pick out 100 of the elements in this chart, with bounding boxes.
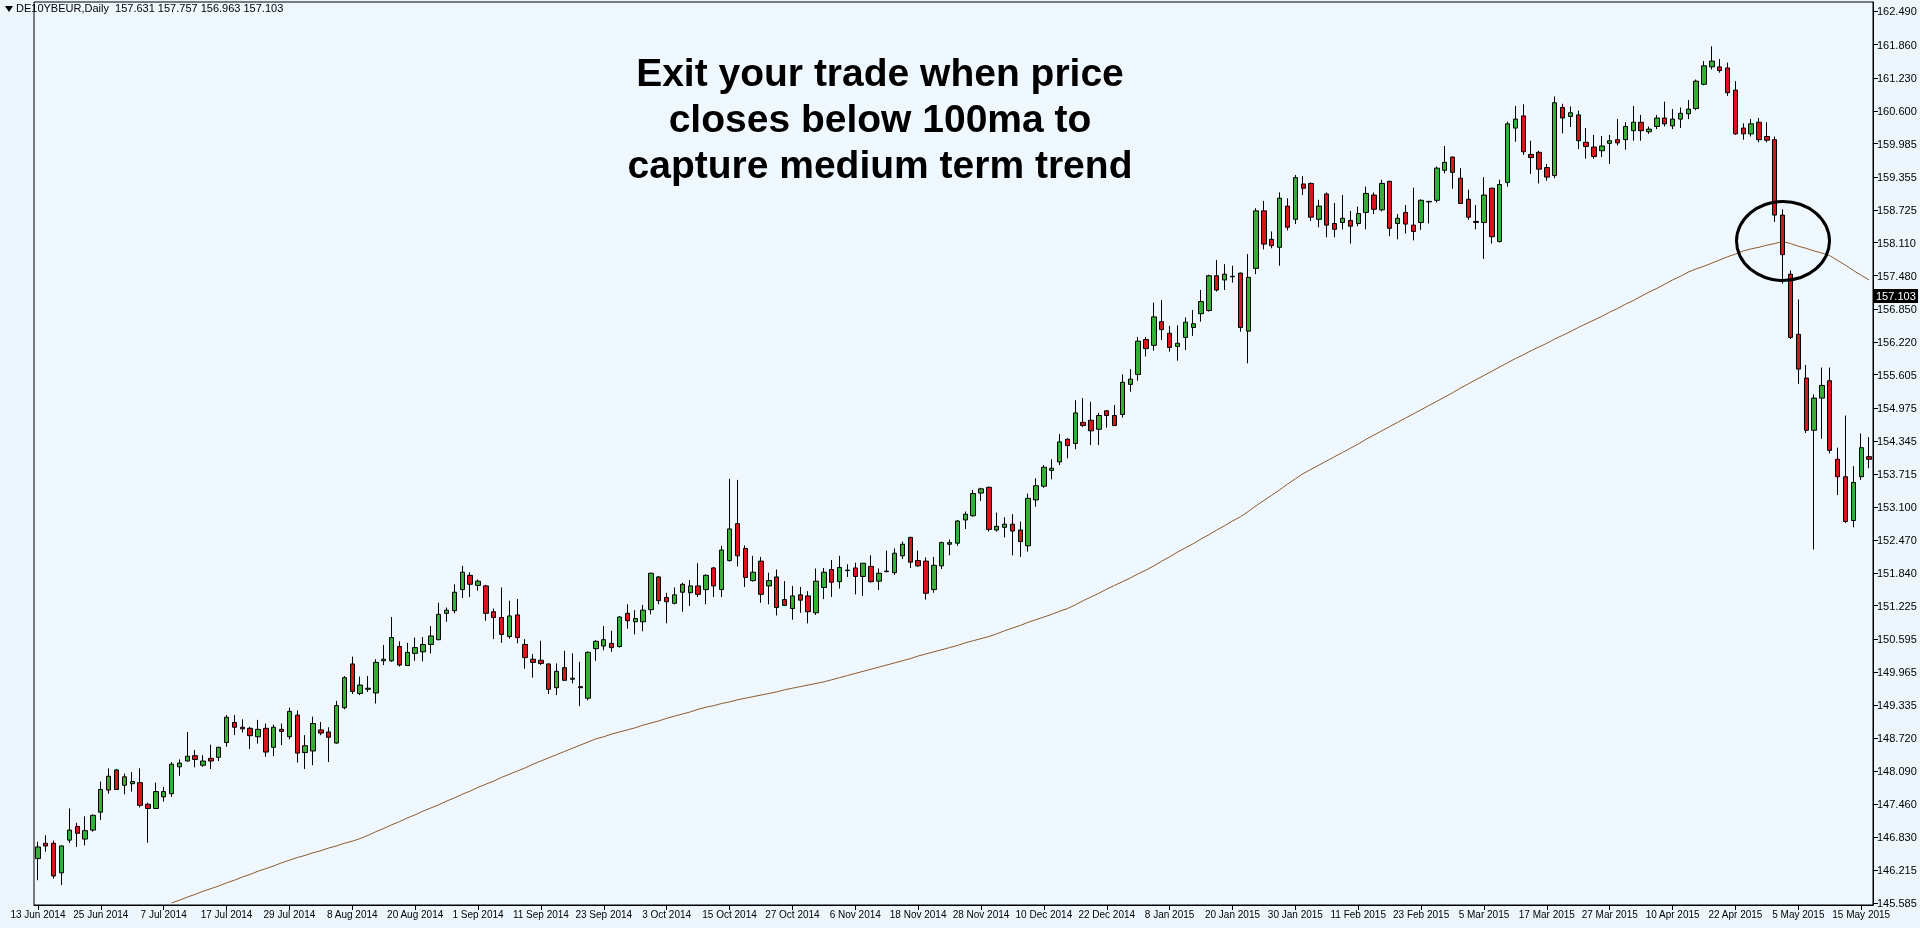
candlestick xyxy=(1332,202,1337,238)
candlestick xyxy=(1741,122,1746,141)
candlestick xyxy=(994,512,999,533)
candlestick xyxy=(1308,181,1314,222)
line-series xyxy=(171,240,1870,904)
chart-title: DE10YBEUR,Daily 157.631 157.757 156.963 157.103 xyxy=(16,2,284,14)
y-tick-label: 149.965 xyxy=(1877,666,1917,679)
candlestick xyxy=(1340,194,1345,230)
candlestick xyxy=(625,603,630,630)
candlestick xyxy=(240,718,245,734)
x-tick-label: 6 Nov 2014 xyxy=(829,908,882,920)
y-tick-label: 153.100 xyxy=(1877,500,1917,513)
candlestick xyxy=(1238,272,1243,333)
candlestick xyxy=(1544,163,1550,182)
x-tick-label: 27 Oct 2014 xyxy=(765,908,821,920)
x-tick-label: 8 Aug 2014 xyxy=(326,908,379,920)
y-tick-label: 148.720 xyxy=(1877,731,1917,744)
candlestick xyxy=(735,479,740,567)
candlestick xyxy=(570,652,575,684)
candlestick xyxy=(467,571,473,598)
candlestick xyxy=(1112,404,1117,427)
candlestick xyxy=(766,572,772,605)
candlestick xyxy=(444,607,449,623)
candlestick xyxy=(923,556,929,601)
candlestick xyxy=(640,604,646,632)
candlestick xyxy=(1010,513,1015,556)
x-tick-label: 8 Jan 2015 xyxy=(1144,908,1195,920)
x-tick-label: 29 Jul 2014 xyxy=(263,908,316,920)
candlestick xyxy=(452,583,457,614)
candlestick xyxy=(1450,156,1455,190)
candlestick xyxy=(853,562,858,595)
x-tick-label: 23 Feb 2015 xyxy=(1393,908,1450,920)
candlestick xyxy=(1002,516,1007,538)
candlestick xyxy=(1733,80,1738,136)
candlestick xyxy=(774,569,779,616)
candlestick xyxy=(1143,336,1149,357)
candlestick xyxy=(255,719,261,745)
candlestick xyxy=(554,662,559,696)
candlestick xyxy=(412,637,418,662)
x-tick-label: 11 Sep 2014 xyxy=(512,908,570,920)
annotation: Exit your trade when price closes below 100ma to capture medium term trend xyxy=(626,50,1134,188)
candlestick xyxy=(1025,493,1031,553)
x-tick-label: 5 May 2015 xyxy=(1772,908,1825,920)
candlestick xyxy=(947,538,952,556)
x-tick-label: 11 Feb 2015 xyxy=(1330,908,1387,920)
candlestick xyxy=(900,541,905,560)
candlestick xyxy=(1324,191,1329,238)
y-tick-label: 156.850 xyxy=(1877,302,1917,315)
x-tick-label: 1 Sep 2014 xyxy=(452,908,505,920)
candlestick xyxy=(1780,208,1785,285)
candlestick xyxy=(1135,336,1141,382)
y-tick-label: 158.725 xyxy=(1877,204,1917,217)
candlestick xyxy=(664,592,669,624)
candlestick xyxy=(1049,458,1054,480)
candlestick xyxy=(326,726,331,763)
candlestick xyxy=(837,555,842,590)
x-tick-label: 30 Jan 2015 xyxy=(1267,908,1324,920)
candlestick xyxy=(585,650,591,701)
candlestick xyxy=(499,586,504,644)
candlestick xyxy=(1631,105,1636,142)
candlestick xyxy=(302,734,308,770)
y-tick-label: 151.225 xyxy=(1877,599,1917,612)
candlestick xyxy=(1183,316,1188,351)
candlestick xyxy=(122,773,127,795)
y-tick-label: 162.490 xyxy=(1877,5,1917,18)
candlestick xyxy=(1835,447,1840,496)
x-tick-label: 17 Mar 2015 xyxy=(1518,908,1576,920)
candlestick xyxy=(1088,401,1094,446)
candlestick xyxy=(185,731,190,763)
x-tick-label: 13 Jun 2014 xyxy=(10,908,66,920)
candlestick xyxy=(1670,108,1675,130)
candlestick xyxy=(908,536,913,569)
candlestick xyxy=(1859,432,1864,481)
candlestick xyxy=(475,579,481,592)
candlestick xyxy=(1481,176,1487,260)
x-tick-label: 7 Jul 2014 xyxy=(140,908,188,920)
y-tick-label: 155.605 xyxy=(1877,368,1917,381)
candlestick xyxy=(263,723,269,758)
candlestick xyxy=(1104,409,1109,429)
candlestick xyxy=(1623,121,1628,151)
y-tick-label: 159.985 xyxy=(1877,137,1917,150)
text: 157.103 xyxy=(1874,289,1918,303)
candlestick xyxy=(1764,121,1770,143)
candlestick xyxy=(522,638,528,670)
y-tick-label: 146.830 xyxy=(1877,831,1917,844)
candlestick xyxy=(1041,464,1047,489)
candlestick xyxy=(719,545,724,598)
candlestick xyxy=(1159,299,1164,341)
candlestick xyxy=(334,700,339,745)
candlestick xyxy=(177,758,182,777)
candlestick xyxy=(813,567,819,616)
candlestick xyxy=(59,844,64,886)
candlestick xyxy=(1560,103,1565,134)
y-tick-label: 152.470 xyxy=(1877,534,1917,546)
candlestick xyxy=(67,807,72,844)
candlestick xyxy=(1057,433,1062,466)
candlestick xyxy=(82,815,88,846)
candlestick xyxy=(1717,58,1722,74)
candlestick xyxy=(915,550,921,568)
candlestick xyxy=(232,714,237,736)
